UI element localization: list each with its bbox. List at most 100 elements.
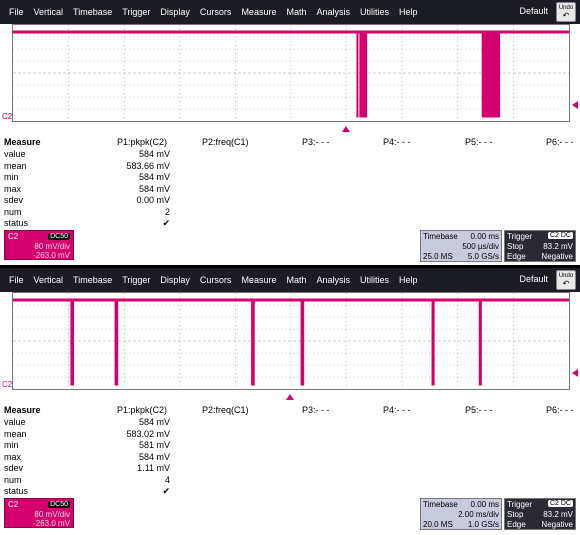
measure-row-value: 583.02 mV [126, 428, 170, 439]
timebase-samples: 20.0 MS [423, 520, 453, 529]
parameter-header-p5[interactable]: P5:- - - [465, 405, 493, 415]
menu-trigger[interactable]: Trigger [122, 275, 151, 285]
measure-row-label: min [4, 440, 19, 450]
waveform-grid[interactable] [12, 292, 570, 390]
measure-title: Measure [4, 405, 41, 415]
trigger-mode: Stop [507, 510, 524, 519]
menu-cursors[interactable]: Cursors [199, 7, 232, 17]
measure-row-num: num 2 [4, 207, 174, 219]
measure-row-label: mean [4, 428, 27, 439]
measure-row-value: value 584 mV [4, 149, 174, 161]
measure-row-label: status [4, 218, 29, 228]
measure-row-min: min 581 mV [4, 440, 174, 452]
menu-measure[interactable]: Measure [241, 275, 277, 285]
menu-help[interactable]: Help [399, 275, 418, 285]
parameter-header-p6[interactable]: P6:- - - [546, 405, 574, 415]
menu-vertical[interactable]: Vertical [33, 275, 64, 285]
undo-arrow-icon: ↶ [562, 279, 570, 288]
trigger-level-marker-icon[interactable] [572, 101, 578, 109]
trigger-descriptor[interactable]: Trigger C2 DC Stop 83.2 mV Edge Negative [504, 498, 576, 530]
channel-coupling-badge: DC50 [48, 233, 70, 240]
trigger-position-marker-icon[interactable] [341, 126, 350, 132]
timebase-delay: 0.00 ms [470, 232, 499, 241]
undo-button[interactable]: Undo ↶ [556, 2, 576, 22]
timebase-descriptor[interactable]: Timebase 0.00 ms 2.00 ms/div 20.0 MS 1.0… [420, 498, 502, 530]
default-setup-button[interactable]: Default [519, 274, 548, 284]
undo-arrow-icon: ↶ [562, 11, 570, 20]
menu-utilities[interactable]: Utilities [359, 275, 389, 285]
trace-pulse [431, 298, 435, 386]
default-setup-button[interactable]: Default [519, 6, 548, 16]
trace-baseline [13, 30, 569, 34]
parameter-header-p3[interactable]: P3:- - - [302, 137, 330, 147]
menu-math[interactable]: Math [286, 275, 307, 285]
trace-pulse [70, 298, 75, 386]
menu-timebase[interactable]: Timebase [73, 7, 113, 17]
waveform-canvas [13, 25, 569, 121]
waveform-canvas [13, 293, 569, 389]
channel-descriptor-c2[interactable]: C2 DC50 80 mV/div -263.0 mV [4, 230, 74, 260]
menu-cursors[interactable]: Cursors [199, 275, 232, 285]
parameter-header-p1[interactable]: P1:pkpk(C2) [117, 137, 168, 147]
measure-row-mean: mean 583.66 mV [4, 161, 174, 173]
status-check-icon: ✔ [162, 486, 170, 496]
parameter-header-p2[interactable]: P2:freq(C1) [202, 137, 249, 147]
timebase-rate: 5.0 GS/s [467, 252, 499, 261]
trace-pulse [251, 298, 255, 386]
measure-row-status: status ✔ [4, 486, 174, 498]
trigger-position-marker-icon[interactable] [286, 394, 294, 400]
undo-button[interactable]: Undo ↶ [556, 270, 576, 290]
menu-trigger[interactable]: Trigger [122, 7, 151, 17]
menu-timebase[interactable]: Timebase [73, 275, 113, 285]
undo-label: Undo [558, 273, 574, 279]
timebase-delay: 0.00 ms [470, 500, 499, 509]
measure-rows: value 584 mV mean 583.02 mV min 581 mV max 584 … [4, 417, 174, 498]
timebase-label: Timebase [423, 500, 458, 509]
scope-panel-top: File Vertical Timebase Trigger Display Cursor… [0, 0, 580, 265]
parameter-header-p3[interactable]: P3:- - - [302, 405, 330, 415]
menu-utilities[interactable]: Utilities [359, 7, 389, 17]
measure-row-mean: mean 583.02 mV [4, 429, 174, 441]
trace-pulse [478, 298, 482, 386]
menu-file[interactable]: File [9, 275, 24, 285]
measure-row-label: value [4, 149, 26, 159]
trace-pulse [359, 30, 368, 118]
measure-row-sdev: sdev 1.11 mV [4, 463, 174, 475]
menu-vertical[interactable]: Vertical [33, 7, 64, 17]
trace-pulse [356, 30, 359, 118]
menu-analysis[interactable]: Analysis [316, 7, 350, 17]
parameter-header-p2[interactable]: P2:freq(C1) [202, 405, 249, 415]
trigger-label: Trigger [507, 500, 533, 509]
channel-coupling-badge: DC50 [48, 501, 70, 508]
menu-file[interactable]: File [9, 7, 24, 17]
parameter-header-p5[interactable]: P5:- - - [465, 137, 493, 147]
menu-items: File Vertical Timebase Trigger Display Cursor… [4, 268, 423, 292]
waveform-grid[interactable] [12, 24, 570, 122]
measure-row-label: num [4, 474, 22, 485]
channel-volts-div: 80 mV/div [34, 242, 70, 251]
channel-descriptor-c2[interactable]: C2 DC50 80 mV/div -263.0 mV [4, 498, 74, 528]
measure-row-value: 1.11 mV [137, 463, 170, 473]
trigger-level-marker-icon[interactable] [572, 369, 578, 377]
measure-row-value: 4 [164, 474, 170, 485]
trigger-label: Trigger [507, 232, 533, 241]
measure-row-min: min 584 mV [4, 172, 174, 184]
menu-display[interactable]: Display [160, 7, 190, 17]
menu-help[interactable]: Help [399, 7, 418, 17]
timebase-samples: 25.0 MS [423, 252, 453, 261]
menu-math[interactable]: Math [286, 7, 307, 17]
trigger-descriptor[interactable]: Trigger C2 DC Stop 83.2 mV Edge Negative [504, 230, 576, 262]
menu-bar: File Vertical Timebase Trigger Display Cursor… [0, 268, 580, 292]
parameter-header-p4[interactable]: P4:- - - [383, 405, 411, 415]
trigger-type: Edge [507, 252, 526, 261]
menu-measure[interactable]: Measure [241, 7, 277, 17]
timebase-descriptor[interactable]: Timebase 0.00 ms 500 µs/div 25.0 MS 5.0 … [420, 230, 502, 262]
parameter-header-p1[interactable]: P1:pkpk(C2) [117, 405, 168, 415]
parameter-header-p4[interactable]: P4:- - - [383, 137, 411, 147]
channel-descriptor-name: C2 [8, 500, 19, 509]
measure-row-max: max 584 mV [4, 452, 174, 464]
menu-display[interactable]: Display [160, 275, 190, 285]
measure-row-label: sdev [4, 463, 24, 473]
parameter-header-p6[interactable]: P6:- - - [546, 137, 574, 147]
menu-analysis[interactable]: Analysis [316, 275, 350, 285]
